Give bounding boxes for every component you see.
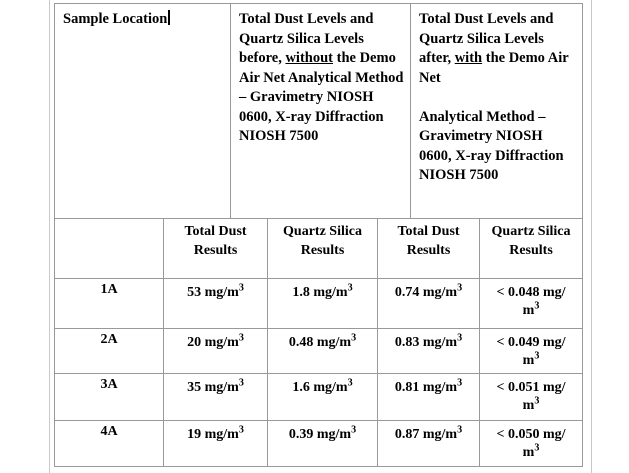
table-row-1a: 1A 53 mg/m3 1.8 mg/m3 0.74 mg/m3 < 0.048… bbox=[55, 279, 582, 329]
value-text: 0.74 mg/m bbox=[394, 285, 458, 300]
subheader-cell-blank[interactable] bbox=[55, 219, 164, 279]
subheader-cell-quartz-silica-after[interactable]: Quartz Silica Results bbox=[480, 219, 582, 279]
value-cell-total-after[interactable]: 0.74 mg/m3 bbox=[378, 279, 480, 329]
value-text: < 0.051 mg/ bbox=[496, 380, 566, 395]
value-text: 1.6 mg/m bbox=[292, 380, 348, 395]
value-text: 0.39 mg/m bbox=[288, 427, 352, 442]
value-cell-total-before[interactable]: 35 mg/m3 bbox=[164, 374, 268, 421]
header-before-text: Total Dust Levels and Quartz Silica Leve… bbox=[239, 11, 374, 66]
value-text: 1.8 mg/m bbox=[292, 285, 348, 300]
value-exponent: 3 bbox=[457, 332, 463, 344]
row-label-cell[interactable]: 3A bbox=[55, 374, 164, 421]
header-before-method-text: the Demo Air Net Analytical Method – Gra… bbox=[239, 50, 404, 144]
value-exponent: 3 bbox=[351, 424, 357, 436]
header-after-method-text: Analytical Method – Gravimetry NIOSH 060… bbox=[419, 108, 564, 184]
value-exponent: 3 bbox=[457, 424, 463, 436]
table-header-row: Sample Location Total Dust Levels and Qu… bbox=[55, 4, 582, 219]
value-exponent: 3 bbox=[534, 300, 540, 312]
value-cell-quartz-after[interactable]: < 0.051 mg/ m3 bbox=[480, 374, 582, 421]
value-cell-quartz-before[interactable]: 0.39 mg/m3 bbox=[268, 421, 378, 466]
table-row-3a: 3A 35 mg/m3 1.6 mg/m3 0.81 mg/m3 < 0.051… bbox=[55, 374, 582, 421]
header-after-underlined-word: with bbox=[454, 50, 483, 66]
value-exponent: 3 bbox=[238, 332, 244, 344]
value-exponent: 3 bbox=[351, 332, 357, 344]
value-text: 53 mg/m bbox=[187, 285, 239, 300]
value-cell-quartz-before[interactable]: 1.8 mg/m3 bbox=[268, 279, 378, 329]
value-text-line2: m bbox=[522, 353, 535, 368]
value-cell-total-after[interactable]: 0.83 mg/m3 bbox=[378, 329, 480, 374]
row-label-cell[interactable]: 4A bbox=[55, 421, 164, 466]
subheader-cell-total-dust-after[interactable]: Total Dust Results bbox=[378, 219, 480, 279]
value-cell-quartz-before[interactable]: 1.6 mg/m3 bbox=[268, 374, 378, 421]
value-text: 20 mg/m bbox=[187, 335, 239, 350]
header-after-text: Total Dust Levels and Quartz Silica Leve… bbox=[419, 11, 554, 66]
value-text: < 0.049 mg/ bbox=[496, 335, 566, 350]
value-cell-quartz-after[interactable]: < 0.049 mg/ m3 bbox=[480, 329, 582, 374]
value-text: 0.48 mg/m bbox=[288, 335, 352, 350]
value-cell-total-after[interactable]: 0.87 mg/m3 bbox=[378, 421, 480, 466]
value-text: 35 mg/m bbox=[187, 380, 239, 395]
value-exponent: 3 bbox=[457, 377, 463, 389]
value-text: 0.83 mg/m bbox=[394, 335, 458, 350]
subheader-cell-quartz-silica-before[interactable]: Quartz Silica Results bbox=[268, 219, 378, 279]
value-cell-quartz-after[interactable]: < 0.050 mg/ m3 bbox=[480, 421, 582, 466]
value-exponent: 3 bbox=[534, 395, 540, 407]
header-cell-sample-location[interactable]: Sample Location bbox=[55, 4, 231, 219]
value-cell-total-after[interactable]: 0.81 mg/m3 bbox=[378, 374, 480, 421]
page-margin-boundary-right bbox=[591, 0, 592, 473]
text-cursor bbox=[168, 10, 170, 25]
value-exponent: 3 bbox=[457, 282, 463, 294]
value-exponent: 3 bbox=[238, 424, 244, 436]
value-exponent: 3 bbox=[347, 377, 353, 389]
value-exponent: 3 bbox=[534, 442, 540, 454]
value-exponent: 3 bbox=[347, 282, 353, 294]
header-cell-after-with[interactable]: Total Dust Levels and Quartz Silica Leve… bbox=[411, 4, 582, 219]
header-cell-before-without[interactable]: Total Dust Levels and Quartz Silica Leve… bbox=[231, 4, 411, 219]
value-text: 19 mg/m bbox=[187, 427, 239, 442]
row-label-cell[interactable]: 1A bbox=[55, 279, 164, 329]
sample-location-label: Sample Location bbox=[63, 11, 168, 27]
value-text: < 0.048 mg/ bbox=[496, 285, 566, 300]
results-table: Sample Location Total Dust Levels and Qu… bbox=[54, 3, 583, 467]
subheader-cell-total-dust-before[interactable]: Total Dust Results bbox=[164, 219, 268, 279]
value-cell-total-before[interactable]: 19 mg/m3 bbox=[164, 421, 268, 466]
value-exponent: 3 bbox=[238, 282, 244, 294]
value-cell-quartz-after[interactable]: < 0.048 mg/ m3 bbox=[480, 279, 582, 329]
table-row-4a: 4A 19 mg/m3 0.39 mg/m3 0.87 mg/m3 < 0.05… bbox=[55, 421, 582, 466]
value-text-line2: m bbox=[522, 398, 535, 413]
value-cell-total-before[interactable]: 20 mg/m3 bbox=[164, 329, 268, 374]
value-exponent: 3 bbox=[238, 377, 244, 389]
table-row-2a: 2A 20 mg/m3 0.48 mg/m3 0.83 mg/m3 < 0.04… bbox=[55, 329, 582, 374]
value-text: < 0.050 mg/ bbox=[496, 427, 566, 442]
row-label-cell[interactable]: 2A bbox=[55, 329, 164, 374]
table-subheader-row: Total Dust Results Quartz Silica Results… bbox=[55, 219, 582, 279]
header-before-underlined-word: without bbox=[285, 50, 333, 66]
value-exponent: 3 bbox=[534, 350, 540, 362]
page-margin-boundary-left bbox=[49, 0, 50, 473]
value-text-line2: m bbox=[522, 303, 535, 318]
value-cell-total-before[interactable]: 53 mg/m3 bbox=[164, 279, 268, 329]
value-text: 0.87 mg/m bbox=[394, 427, 458, 442]
value-cell-quartz-before[interactable]: 0.48 mg/m3 bbox=[268, 329, 378, 374]
value-text: 0.81 mg/m bbox=[394, 380, 458, 395]
header-after-text-end: the Demo Air Net bbox=[419, 50, 569, 86]
value-text-line2: m bbox=[522, 445, 535, 460]
